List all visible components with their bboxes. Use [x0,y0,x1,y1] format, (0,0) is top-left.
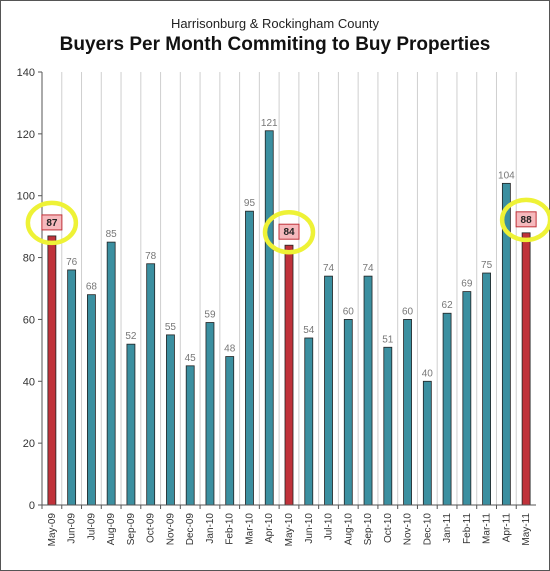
value-label: 78 [145,251,157,262]
x-tick-label: Oct-09 [146,513,157,543]
x-tick-label: Dec-10 [422,513,433,546]
gridlines [61,72,517,505]
y-tick-label: 120 [17,129,35,141]
x-tick-label: Feb-11 [462,513,473,544]
x-axis-ticks: May-09 Jun-09 Jul-09 Aug-09 Sep-09 Oct-09 Nov-… [41,505,532,547]
bar-Sep-09 [126,343,136,506]
x-tick-label: Jun-09 [67,513,78,544]
bar-Jun-10 [304,337,314,506]
bar-Feb-10 [225,356,235,506]
value-label: 76 [66,257,78,268]
bar-Aug-09 [106,241,116,506]
value-label: 55 [165,322,177,333]
highlight-circle [25,200,79,246]
bar-Oct-10 [383,346,393,506]
value-label: 95 [244,198,256,209]
x-tick-label: Jan-11 [442,513,453,543]
x-tick-label: Oct-10 [383,513,394,543]
bar-May-09 [47,235,57,506]
highlight-label-box [41,214,63,231]
x-tick-label: Dec-09 [185,513,196,546]
x-tick-label: May-10 [284,513,295,547]
x-tick-label: Aug-09 [106,513,117,546]
value-label: 62 [442,300,454,311]
y-tick-label: 0 [29,500,35,512]
chart-title: Buyers Per Month Commiting to Buy Proper… [59,34,491,55]
x-tick-label: Apr-10 [264,513,275,543]
x-tick-label: Nov-09 [165,513,176,546]
bars [47,130,531,506]
value-label: 87 [46,218,58,229]
bar-Aug-10 [343,319,353,506]
bar-Sep-10 [363,275,373,506]
y-tick-label: 100 [17,191,35,203]
x-tick-label: Mar-10 [244,513,255,545]
value-label: 69 [461,279,473,290]
bar-Jul-10 [324,275,333,506]
value-label: 60 [343,306,355,317]
bar-Dec-09 [185,365,195,506]
y-tick-label: 140 [17,67,35,79]
y-tick-label: 60 [23,314,35,326]
highlight-label-box [278,223,300,240]
value-label: 121 [261,118,278,129]
value-label: 68 [86,282,98,293]
value-label: 59 [204,310,216,321]
x-tick-label: Nov-10 [403,513,414,546]
value-label: 74 [362,263,374,274]
x-tick-label: Apr-11 [501,513,512,543]
bar-Oct-09 [146,263,156,506]
x-tick-label: Sep-10 [363,513,374,546]
value-label: 40 [422,368,434,379]
value-label: 45 [185,353,197,364]
bar-Apr-10 [264,130,274,506]
bar-Jul-09 [87,294,96,506]
x-tick-label: Jul-10 [324,513,335,541]
value-label: 88 [521,215,533,226]
x-tick-label: Jan-10 [205,513,216,544]
bar-Jan-11 [442,312,452,506]
bar-Mar-11 [482,272,492,506]
value-label: 48 [224,344,236,355]
x-tick-label: Aug-10 [343,513,354,546]
bar-May-10 [284,244,294,506]
axes [41,72,536,506]
y-tick-label: 80 [23,253,35,265]
bar-Dec-10 [422,380,432,506]
x-tick-label: May-11 [521,513,532,546]
value-label: 60 [402,306,414,317]
value-label: 84 [283,227,295,238]
highlight-circle [499,197,550,243]
bar-Feb-11 [462,291,472,506]
value-label: 54 [303,325,315,336]
bar-May-11 [521,232,531,506]
y-axis-ticks: 0 20 40 60 80 100 120 140 [17,67,42,512]
bar-Nov-10 [403,319,412,506]
highlight-label-box [515,211,537,228]
value-label: 75 [481,260,493,271]
x-tick-label: Mar-11 [482,513,493,544]
y-tick-label: 40 [23,376,35,388]
value-labels: 87 76 68 85 52 78 55 45 59 48 95 121 84 54 74 60 74 51 60 4… [41,118,537,379]
value-label: 85 [106,229,118,240]
bar-Jan-10 [205,322,215,506]
bar-Jun-09 [67,269,77,506]
chart-subtitle: Harrisonburg & Rockingham County [170,16,380,31]
bar-Mar-10 [245,210,254,506]
x-tick-label: Jul-09 [86,513,97,541]
x-tick-label: Feb-10 [225,513,236,545]
value-label: 51 [382,334,394,345]
y-tick-label: 20 [23,438,35,450]
highlight-circles [25,197,550,255]
value-label: 52 [125,331,137,342]
highlight-circle [262,209,316,255]
bar-Nov-09 [166,334,175,506]
x-tick-label: Jun-10 [304,513,315,544]
value-label: 104 [498,170,515,181]
value-label: 74 [323,263,335,274]
x-tick-label: May-09 [47,513,58,547]
x-tick-label: Sep-09 [126,513,137,546]
